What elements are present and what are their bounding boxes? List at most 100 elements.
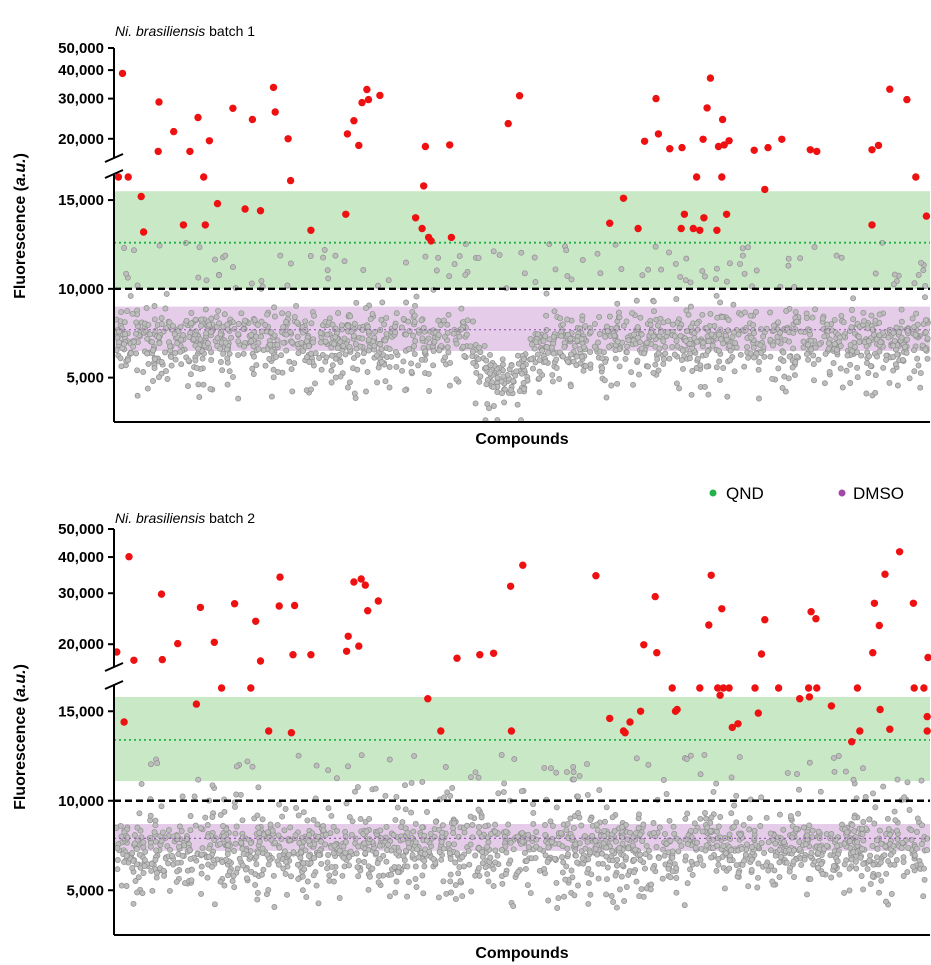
compound-point xyxy=(922,317,929,324)
compound-point xyxy=(140,369,147,375)
compound-point xyxy=(383,823,390,830)
compound-point xyxy=(877,339,884,346)
compound-point xyxy=(314,821,321,828)
compound-point xyxy=(351,320,358,327)
compound-point xyxy=(442,354,449,361)
compound-point xyxy=(836,334,843,341)
compound-point xyxy=(530,801,537,808)
compound-point xyxy=(332,870,339,876)
compound-point xyxy=(438,838,445,845)
compound-point xyxy=(872,804,879,811)
compound-point xyxy=(475,806,482,813)
compound-point xyxy=(755,874,761,881)
compound-point xyxy=(866,353,872,360)
compound-point xyxy=(687,866,693,873)
hit-point xyxy=(922,212,931,220)
compound-point xyxy=(700,862,707,869)
compound-point xyxy=(599,850,606,857)
compound-point xyxy=(183,836,190,842)
compound-point xyxy=(869,843,876,849)
compound-point xyxy=(231,325,238,332)
compound-point xyxy=(709,342,716,349)
hit-point xyxy=(411,214,420,222)
compound-point xyxy=(144,335,151,342)
compound-point xyxy=(584,838,591,845)
compound-point xyxy=(251,353,257,360)
compound-point xyxy=(536,389,543,396)
compound-point xyxy=(913,845,920,852)
compound-point xyxy=(731,368,738,375)
y-axis-label: Fluorescence (a.u.) xyxy=(12,664,29,810)
compound-point xyxy=(531,254,538,261)
hit-point xyxy=(342,647,351,655)
compound-point xyxy=(527,890,534,897)
compound-point xyxy=(152,822,159,829)
compound-point xyxy=(470,359,477,366)
compound-point xyxy=(779,384,786,391)
compound-point xyxy=(719,314,726,321)
compound-point xyxy=(673,380,680,387)
compound-point xyxy=(768,863,775,870)
compound-point xyxy=(285,311,292,318)
hit-point xyxy=(186,147,194,156)
hit-point xyxy=(424,695,432,703)
compound-point xyxy=(279,310,286,317)
compound-point xyxy=(239,817,246,824)
hit-point xyxy=(519,561,527,569)
compound-point xyxy=(308,320,315,327)
compound-point xyxy=(196,394,203,401)
compound-point xyxy=(604,876,610,883)
compound-point xyxy=(559,854,565,861)
compound-point xyxy=(744,841,750,848)
compound-point xyxy=(439,829,446,836)
compound-point xyxy=(561,893,568,900)
compound-point xyxy=(366,873,373,880)
compound-point xyxy=(487,854,494,861)
compound-point xyxy=(174,832,181,839)
compound-point xyxy=(639,838,646,844)
compound-point xyxy=(789,364,796,371)
compound-point xyxy=(490,883,497,890)
compound-point xyxy=(740,821,747,828)
compound-point xyxy=(689,368,696,374)
compound-point xyxy=(732,340,739,346)
compound-point xyxy=(694,839,700,846)
hit-point xyxy=(692,173,701,181)
compound-point xyxy=(748,856,755,863)
compound-point xyxy=(660,360,667,367)
compound-point xyxy=(650,298,657,305)
compound-point xyxy=(277,252,284,259)
compound-point xyxy=(280,324,287,331)
compound-point xyxy=(900,873,907,879)
compound-point xyxy=(160,867,167,874)
compound-point xyxy=(844,352,851,359)
compound-point xyxy=(419,824,426,831)
compound-point xyxy=(220,823,226,829)
compound-point xyxy=(140,870,147,876)
compound-point xyxy=(133,861,140,868)
compound-point xyxy=(149,887,156,894)
hit-point xyxy=(909,599,918,607)
compound-point xyxy=(195,345,202,352)
compound-point xyxy=(687,752,694,759)
compound-point xyxy=(384,847,390,853)
compound-point xyxy=(623,318,630,325)
compound-point xyxy=(721,885,728,892)
compound-point xyxy=(726,857,733,864)
compound-point xyxy=(208,357,215,363)
compound-point xyxy=(603,844,610,851)
compound-point xyxy=(191,793,198,800)
compound-point xyxy=(578,353,585,360)
compound-point xyxy=(750,344,757,351)
compound-point xyxy=(877,859,884,866)
compound-point xyxy=(661,852,668,859)
compound-point xyxy=(353,850,360,857)
compound-point xyxy=(619,840,626,847)
compound-point xyxy=(421,863,428,870)
compound-point xyxy=(575,810,582,816)
compound-point xyxy=(854,839,861,846)
compound-point xyxy=(594,827,601,833)
compound-point xyxy=(464,317,471,324)
compound-point xyxy=(603,804,610,811)
compound-point xyxy=(776,874,783,881)
